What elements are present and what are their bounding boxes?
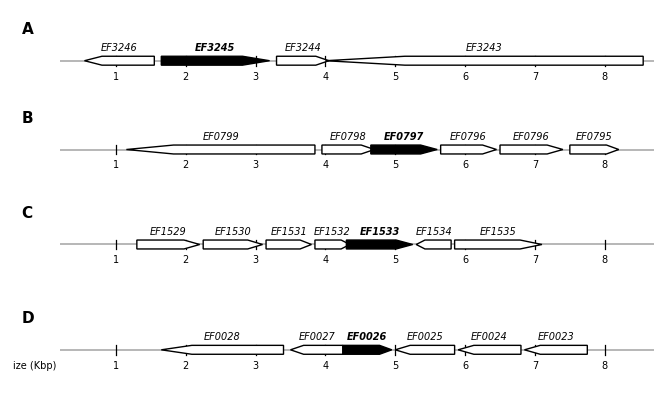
Polygon shape bbox=[266, 240, 311, 249]
Polygon shape bbox=[85, 56, 154, 65]
Polygon shape bbox=[524, 345, 588, 354]
Text: EF1532: EF1532 bbox=[314, 227, 351, 237]
Text: EF0797: EF0797 bbox=[384, 132, 424, 142]
Text: 7: 7 bbox=[532, 361, 538, 371]
Text: EF1530: EF1530 bbox=[215, 227, 251, 237]
Text: 8: 8 bbox=[602, 160, 608, 171]
Text: 3: 3 bbox=[253, 71, 259, 82]
Text: 8: 8 bbox=[602, 361, 608, 371]
Text: EF0796: EF0796 bbox=[513, 132, 550, 142]
Text: 1: 1 bbox=[113, 71, 119, 82]
Polygon shape bbox=[458, 345, 521, 354]
Text: EF0796: EF0796 bbox=[450, 132, 487, 142]
Polygon shape bbox=[396, 345, 455, 354]
Polygon shape bbox=[371, 145, 437, 154]
Text: 1: 1 bbox=[113, 255, 119, 266]
Polygon shape bbox=[315, 240, 350, 249]
Text: EF1533: EF1533 bbox=[360, 227, 400, 237]
Polygon shape bbox=[441, 145, 496, 154]
Text: A: A bbox=[21, 22, 33, 37]
Text: 4: 4 bbox=[322, 255, 328, 266]
Text: 2: 2 bbox=[183, 361, 189, 371]
Text: 5: 5 bbox=[392, 160, 398, 171]
Text: 2: 2 bbox=[183, 255, 189, 266]
Text: EF0028: EF0028 bbox=[204, 332, 241, 342]
Text: EF1529: EF1529 bbox=[150, 227, 187, 237]
Text: 3: 3 bbox=[253, 160, 259, 171]
Text: 1: 1 bbox=[113, 361, 119, 371]
Polygon shape bbox=[416, 240, 451, 249]
Text: 6: 6 bbox=[462, 71, 468, 82]
Polygon shape bbox=[161, 56, 269, 65]
Text: 5: 5 bbox=[392, 71, 398, 82]
Text: 3: 3 bbox=[253, 361, 259, 371]
Text: EF0027: EF0027 bbox=[298, 332, 335, 342]
Text: 1: 1 bbox=[113, 160, 119, 171]
Text: 6: 6 bbox=[462, 160, 468, 171]
Text: D: D bbox=[21, 311, 34, 326]
Text: EF1531: EF1531 bbox=[270, 227, 307, 237]
Text: B: B bbox=[21, 111, 33, 126]
Polygon shape bbox=[500, 145, 563, 154]
Text: EF1535: EF1535 bbox=[480, 227, 517, 237]
Text: EF0023: EF0023 bbox=[538, 332, 574, 342]
Text: 7: 7 bbox=[532, 255, 538, 266]
Polygon shape bbox=[203, 240, 263, 249]
Polygon shape bbox=[161, 345, 283, 354]
Text: EF0795: EF0795 bbox=[576, 132, 613, 142]
Polygon shape bbox=[346, 240, 413, 249]
Polygon shape bbox=[291, 345, 343, 354]
Text: C: C bbox=[21, 206, 33, 221]
Text: EF3245: EF3245 bbox=[195, 43, 235, 53]
Polygon shape bbox=[325, 56, 643, 65]
Text: EF0026: EF0026 bbox=[348, 332, 388, 342]
Text: 3: 3 bbox=[253, 255, 259, 266]
Text: 6: 6 bbox=[462, 361, 468, 371]
Text: EF0798: EF0798 bbox=[329, 132, 366, 142]
Text: 7: 7 bbox=[532, 160, 538, 171]
Text: EF0799: EF0799 bbox=[202, 132, 239, 142]
Text: 8: 8 bbox=[602, 71, 608, 82]
Text: EF1534: EF1534 bbox=[416, 227, 452, 237]
Polygon shape bbox=[455, 240, 542, 249]
Text: 4: 4 bbox=[322, 71, 328, 82]
Text: EF0024: EF0024 bbox=[471, 332, 508, 342]
Text: 6: 6 bbox=[462, 255, 468, 266]
Text: 4: 4 bbox=[322, 361, 328, 371]
Text: 8: 8 bbox=[602, 255, 608, 266]
Polygon shape bbox=[570, 145, 619, 154]
Text: EF0025: EF0025 bbox=[407, 332, 444, 342]
Text: 2: 2 bbox=[183, 160, 189, 171]
Text: 5: 5 bbox=[392, 255, 398, 266]
Polygon shape bbox=[343, 345, 392, 354]
Polygon shape bbox=[277, 56, 329, 65]
Text: 7: 7 bbox=[532, 71, 538, 82]
Text: 5: 5 bbox=[392, 361, 398, 371]
Text: 2: 2 bbox=[183, 71, 189, 82]
Text: EF3244: EF3244 bbox=[284, 43, 321, 53]
Text: EF3246: EF3246 bbox=[101, 43, 138, 53]
Text: EF3243: EF3243 bbox=[466, 43, 503, 53]
Text: 4: 4 bbox=[322, 160, 328, 171]
Polygon shape bbox=[322, 145, 374, 154]
Text: ize (Kbp): ize (Kbp) bbox=[13, 361, 57, 371]
Polygon shape bbox=[137, 240, 199, 249]
Polygon shape bbox=[126, 145, 315, 154]
